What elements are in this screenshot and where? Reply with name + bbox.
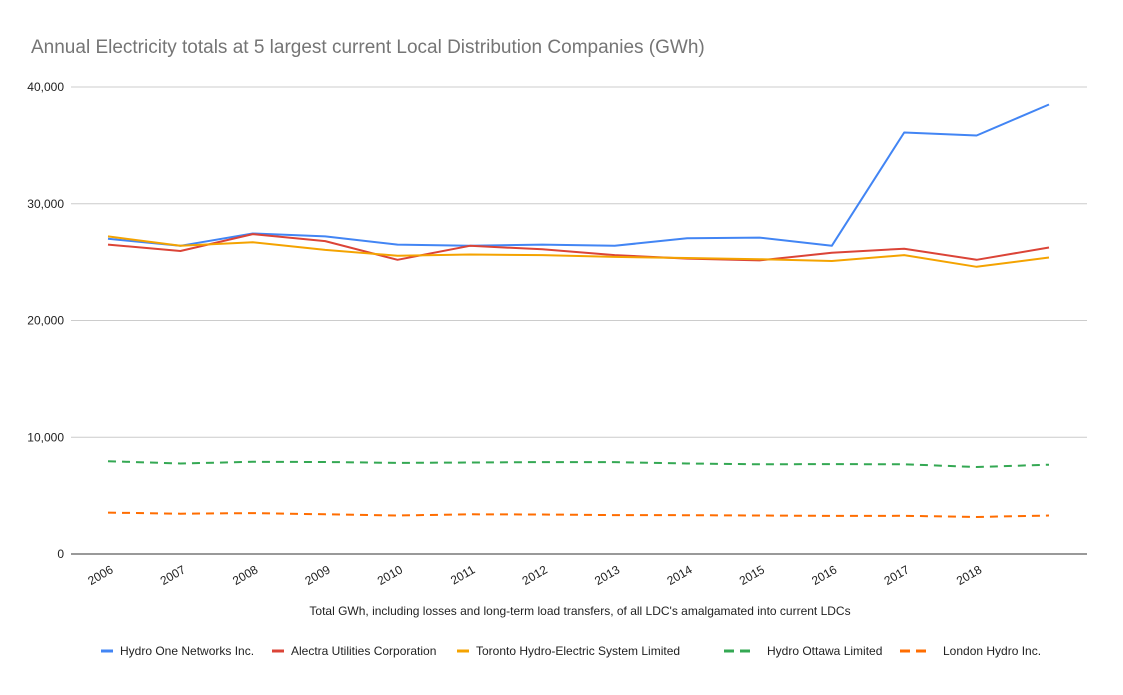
y-axis-ticks: 0 10,000 20,000 30,000 40,000 [27,80,64,561]
legend-label: Alectra Utilities Corporation [291,644,436,658]
x-tick-label: 2006 [85,562,115,588]
legend-item-4: Hydro Ottawa Limited [724,644,882,658]
x-tick-label: 2012 [520,562,550,588]
x-axis-ticks: 2006 2007 2008 2009 2010 2011 2012 2013 2014 2015… [85,562,984,588]
gridlines [71,86,1087,555]
x-tick-label: 2015 [737,562,767,588]
legend-label: Hydro Ottawa Limited [767,644,882,658]
x-tick-label: 2010 [375,562,405,588]
x-tick-label: 2013 [592,562,622,588]
x-tick-label: 2016 [809,562,839,588]
legend-item-5: London Hydro Inc. [900,644,1041,658]
series-line-5 [107,511,1050,518]
legend: Hydro One Networks Inc. Alectra Utilities… [101,644,1041,658]
y-tick-label: 40,000 [27,80,64,94]
x-tick-label: 2008 [230,562,260,588]
legend-item-3: Toronto Hydro-Electric System Limited [457,644,680,658]
x-tick-label: 2018 [954,562,984,588]
x-tick-label: 2007 [158,562,188,588]
legend-item-2: Alectra Utilities Corporation [272,644,436,658]
x-axis-label: Total GWh, including losses and long-ter… [309,604,850,618]
x-tick-label: 2014 [664,562,694,588]
series-line-1 [107,103,1050,247]
legend-label: Toronto Hydro-Electric System Limited [476,644,680,658]
y-tick-label: 30,000 [27,197,64,211]
series-line-2 [107,233,1050,262]
legend-label: Hydro One Networks Inc. [120,644,254,658]
x-tick-label: 2017 [882,562,912,588]
chart-title: Annual Electricity totals at 5 largest c… [31,37,705,58]
y-tick-label: 20,000 [27,314,64,328]
y-tick-label: 10,000 [27,430,64,444]
legend-label: London Hydro Inc. [943,644,1041,658]
series-line-3 [107,235,1050,268]
x-tick-label: 2011 [448,562,478,587]
series-lines [107,103,1050,518]
y-tick-label: 0 [57,547,64,561]
x-tick-label: 2009 [303,562,333,588]
legend-item-1: Hydro One Networks Inc. [101,644,254,658]
series-line-4 [107,460,1050,468]
